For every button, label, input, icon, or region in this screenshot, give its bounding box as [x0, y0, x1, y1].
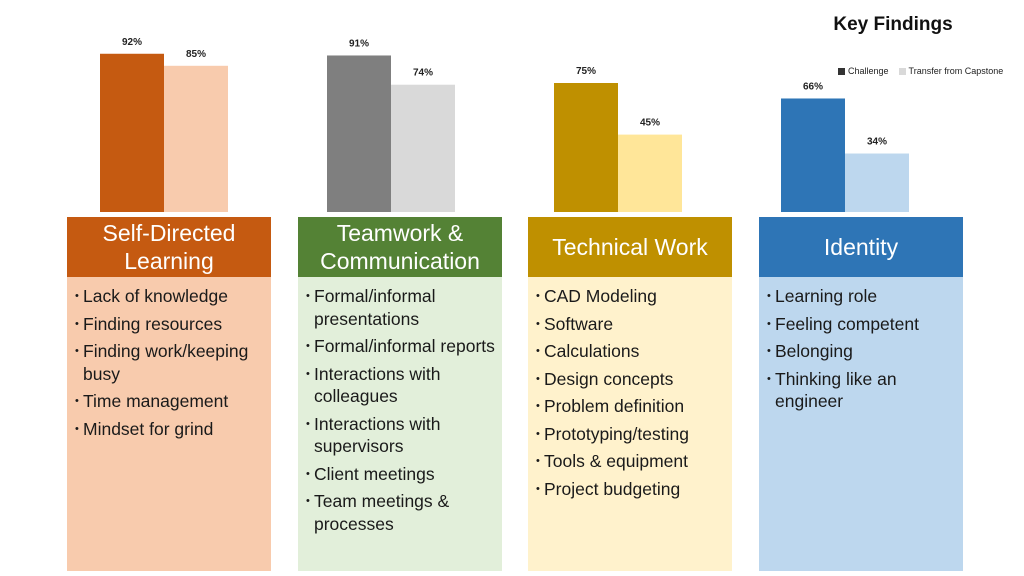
panel-title: Technical Work [528, 217, 732, 277]
panel-body: Learning role Feeling competent Belongin… [759, 277, 963, 571]
bar-transfer-4 [845, 153, 909, 212]
panel-title: Teamwork & Communication [298, 217, 502, 277]
bar-transfer-1 [164, 65, 228, 212]
legend-swatch-transfer [898, 67, 906, 75]
finding-list: Learning role Feeling competent Belongin… [767, 285, 957, 413]
list-item: Formal/informal presentations [306, 285, 496, 330]
legend: Challenge Transfer from Capstone [838, 66, 1013, 76]
data-label-challenge-2: 91% [349, 38, 369, 49]
legend-swatch-challenge [838, 67, 845, 75]
list-item: Feeling competent [767, 313, 957, 336]
panel-teamwork-communication: Teamwork & Communication Formal/informal… [298, 217, 502, 571]
data-label-transfer-4: 34% [867, 137, 887, 148]
data-label-challenge-1: 92% [122, 37, 142, 48]
list-item: Belonging [767, 340, 957, 363]
list-item: Learning role [767, 285, 957, 308]
list-item: Team meetings & processes [306, 490, 496, 535]
panel-self-directed-learning: Self-Directed Learning Lack of knowledge… [67, 217, 271, 571]
list-item: Client meetings [306, 463, 496, 486]
list-item: Lack of knowledge [75, 285, 265, 308]
bar-transfer-3 [618, 134, 682, 212]
bar-chart: 92% 91% 75% 66% 85% 74% 45% 34% [100, 37, 909, 213]
finding-list: CAD Modeling Software Calculations Desig… [536, 285, 726, 500]
finding-list: Lack of knowledge Finding resources Find… [75, 285, 265, 440]
list-item: Tools & equipment [536, 450, 726, 473]
list-item: Prototyping/testing [536, 423, 726, 446]
data-label-transfer-3: 45% [640, 118, 660, 129]
list-item: Time management [75, 390, 265, 413]
bar-challenge-3 [554, 83, 618, 212]
bar-challenge-4 [781, 98, 845, 212]
list-item: Formal/informal reports [306, 335, 496, 358]
legend-entry-challenge: Challenge [838, 66, 889, 76]
panel-body: Formal/informal presentations Formal/inf… [298, 277, 502, 571]
list-item: Finding resources [75, 313, 265, 336]
list-item: Design concepts [536, 368, 726, 391]
list-item: Project budgeting [536, 478, 726, 501]
data-label-challenge-4: 66% [803, 81, 823, 92]
panel-body: Lack of knowledge Finding resources Find… [67, 277, 271, 571]
data-label-transfer-1: 85% [186, 49, 206, 60]
bar-challenge-2 [327, 55, 391, 213]
legend-label-challenge: Challenge [848, 66, 889, 76]
page-title: Key Findings [833, 14, 953, 35]
list-item: Interactions with colleagues [306, 363, 496, 408]
data-label-transfer-2: 74% [413, 68, 433, 79]
list-item: Software [536, 313, 726, 336]
list-item: CAD Modeling [536, 285, 726, 308]
bar-transfer-2 [391, 84, 455, 212]
panel-title: Identity [759, 217, 963, 277]
list-item: Interactions with supervisors [306, 413, 496, 458]
list-item: Mindset for grind [75, 418, 265, 441]
panel-title: Self-Directed Learning [67, 217, 271, 277]
list-item: Calculations [536, 340, 726, 363]
list-item: Problem definition [536, 395, 726, 418]
panel-body: CAD Modeling Software Calculations Desig… [528, 277, 732, 571]
data-label-challenge-3: 75% [576, 66, 596, 77]
list-item: Thinking like an engineer [767, 368, 957, 413]
finding-list: Formal/informal presentations Formal/inf… [306, 285, 496, 535]
bar-challenge-1 [100, 53, 164, 213]
panel-technical-work: Technical Work CAD Modeling Software Cal… [528, 217, 732, 571]
legend-entry-transfer: Transfer from Capstone [898, 66, 1004, 76]
legend-label-transfer: Transfer from Capstone [908, 66, 1004, 76]
list-item: Finding work/keeping busy [75, 340, 265, 385]
panel-identity: Identity Learning role Feeling competent… [759, 217, 963, 571]
